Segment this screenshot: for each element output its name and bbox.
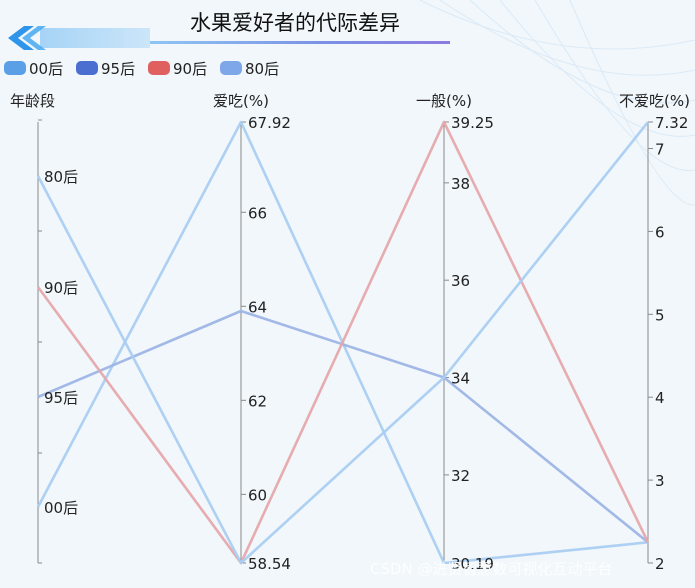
tick-label: 66 (248, 204, 267, 222)
tick-label: 90后 (44, 279, 78, 297)
axes: 年龄段 爱吃(%) 一般(%) 不爱吃(%) (10, 92, 690, 564)
watermark: CSDN @进贤智慧数可视化互动平台 (370, 560, 613, 578)
tick-label: 67.92 (248, 114, 291, 132)
tick-label: 34 (451, 370, 470, 388)
tick-label: 60 (248, 486, 267, 504)
tick-label: 36 (451, 272, 470, 290)
legend-label: 00后 (29, 60, 63, 78)
chart-title: 水果爱好者的代际差异 (190, 11, 400, 35)
tick-label: 00后 (44, 499, 78, 517)
axis-name: 爱吃(%) (213, 92, 269, 110)
legend-swatch (220, 61, 242, 75)
legend: 00后 95后 90后 80后 (4, 60, 279, 78)
axis-name: 年龄段 (10, 92, 55, 110)
tick-label: 30.19 (451, 555, 494, 573)
tick-label: 3 (655, 472, 665, 490)
tick-label: 5 (655, 306, 665, 324)
legend-label: 95后 (101, 60, 135, 78)
title-header: 水果爱好者的代际差异 (8, 11, 450, 50)
tick-label: 2 (655, 555, 665, 573)
legend-swatch (148, 61, 170, 75)
axis-name: 一般(%) (416, 92, 472, 110)
series-lines (36, 120, 650, 565)
legend-label: 80后 (245, 60, 279, 78)
series-line-95后 (37, 309, 649, 544)
tick-label: 7.32 (655, 114, 688, 132)
legend-swatch (76, 61, 98, 75)
tick-label: 4 (655, 389, 665, 407)
axis-name: 不爱吃(%) (619, 92, 690, 110)
header-arrow-icon (8, 26, 34, 50)
tick-label: 38 (451, 175, 470, 193)
header-band (40, 28, 150, 48)
tick-label: 39.25 (451, 114, 494, 132)
tick-label: 80后 (44, 168, 78, 186)
tick-label: 58.54 (248, 555, 291, 573)
background-decoration (419, 0, 695, 206)
series-line-90后 (36, 120, 650, 565)
legend-label: 90后 (173, 60, 207, 78)
tick-label: 7 (655, 141, 665, 159)
legend-swatch (4, 61, 26, 75)
tick-label: 95后 (44, 389, 78, 407)
tick-labels: 00后95后90后80后58.546062646667.9230.1932343… (44, 114, 688, 573)
header-chevron-icon (22, 26, 46, 50)
tick-label: 6 (655, 223, 665, 241)
series-line-80后 (36, 121, 650, 565)
tick-label: 32 (451, 467, 470, 485)
tick-label: 64 (248, 298, 267, 316)
tick-label: 62 (248, 392, 267, 410)
header-underline (150, 41, 450, 44)
